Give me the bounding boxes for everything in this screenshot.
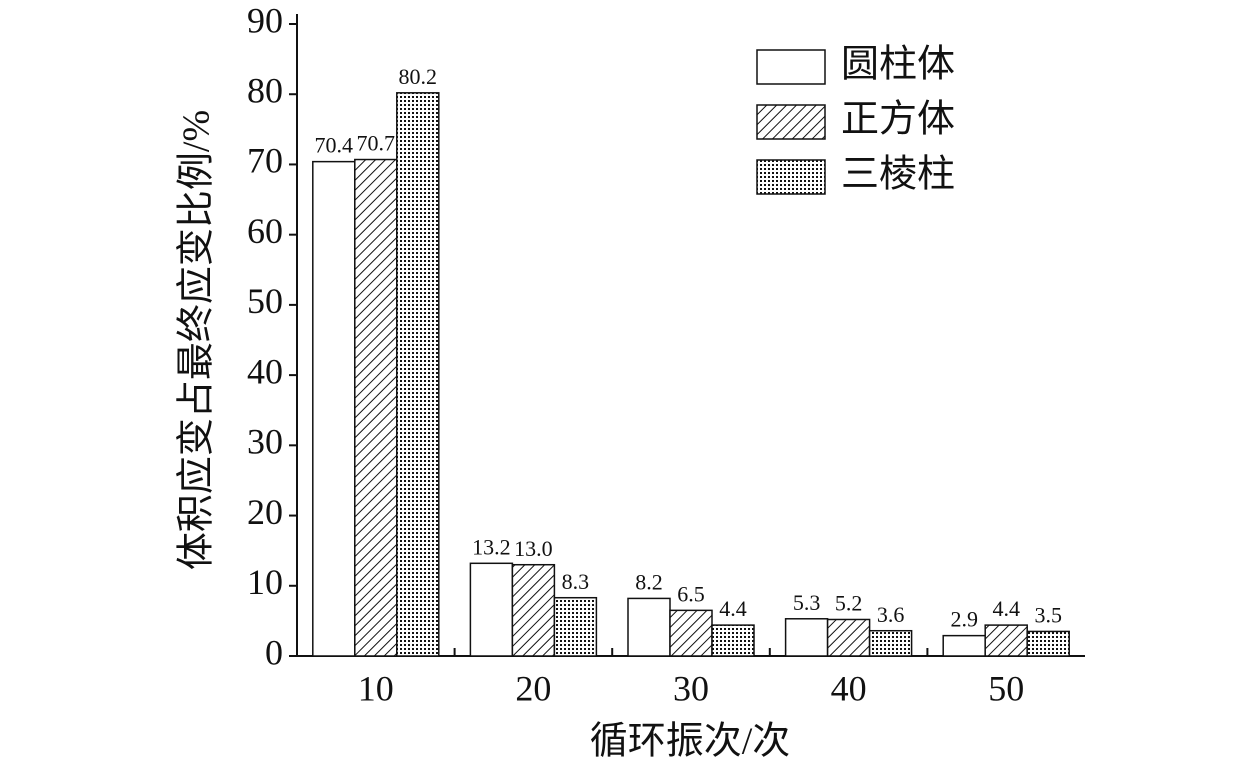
x-tick-label: 40 (831, 668, 867, 708)
bar (669, 609, 713, 657)
bar (396, 92, 440, 657)
bar (984, 624, 1028, 657)
value-label: 3.6 (877, 602, 905, 627)
legend-swatch (756, 49, 826, 85)
x-axis-label: 循环振次/次 (590, 721, 791, 763)
y-tick-label: 20 (247, 492, 283, 532)
value-label: 5.3 (793, 590, 821, 615)
value-label: 6.5 (677, 581, 705, 606)
value-label: 8.2 (635, 569, 663, 594)
y-tick-label: 40 (247, 351, 283, 391)
bar (627, 597, 671, 657)
bar (511, 563, 556, 657)
bar (312, 160, 356, 657)
legend-label: 三棱柱 (841, 154, 955, 196)
bar (711, 624, 755, 657)
y-tick-label: 90 (247, 0, 283, 40)
value-label: 70.7 (357, 131, 396, 156)
bar (784, 618, 829, 657)
x-tick-label: 50 (988, 668, 1024, 708)
value-label: 8.3 (562, 569, 590, 594)
value-label: 13.2 (472, 534, 511, 559)
bar (942, 634, 986, 657)
y-tick-label: 30 (247, 422, 283, 462)
x-tick-label: 30 (673, 668, 709, 708)
value-label: 4.4 (719, 596, 747, 621)
legend-label: 圆柱体 (841, 44, 955, 86)
bar (826, 618, 871, 657)
value-label: 5.2 (835, 591, 863, 616)
x-tick-label: 20 (515, 668, 551, 708)
y-tick-label: 80 (247, 70, 283, 110)
bar (868, 629, 913, 657)
bar (1026, 630, 1070, 657)
y-axis-label: 体积应变占最终应变比例/% (176, 110, 218, 570)
y-tick-label: 10 (247, 562, 283, 602)
bar (354, 158, 398, 657)
value-label: 4.4 (992, 596, 1020, 621)
x-tick-label: 10 (358, 668, 394, 708)
legend-swatch (756, 104, 826, 140)
value-label: 2.9 (950, 607, 978, 632)
y-tick-label: 0 (265, 632, 283, 672)
y-tick-label: 70 (247, 141, 283, 181)
value-label: 70.4 (315, 133, 354, 158)
y-tick-label: 60 (247, 211, 283, 251)
bar (553, 596, 598, 657)
value-label: 3.5 (1034, 602, 1062, 627)
legend-swatch (756, 159, 826, 195)
y-tick-label: 50 (247, 281, 283, 321)
bar (469, 562, 514, 657)
value-label: 80.2 (399, 64, 438, 89)
value-label: 13.0 (514, 536, 553, 561)
legend-label: 正方体 (841, 99, 955, 141)
